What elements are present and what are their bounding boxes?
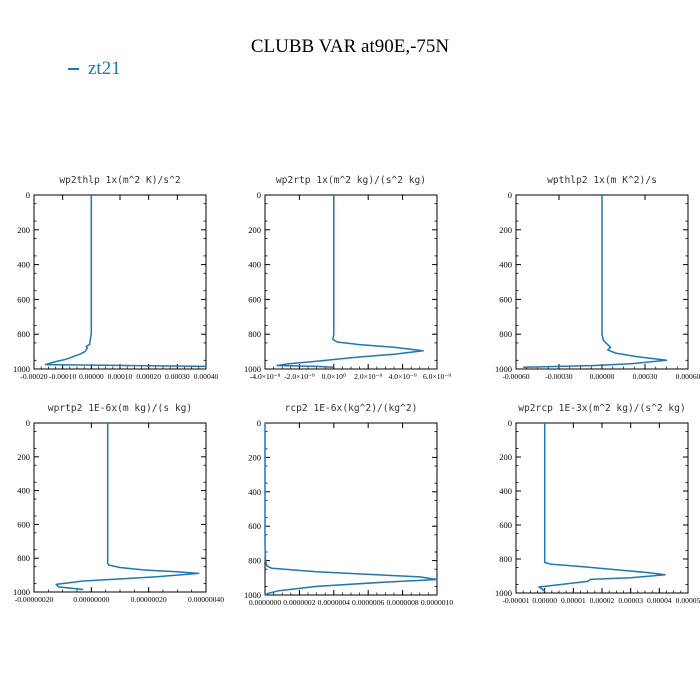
x-tick-label: 0.00000000 [73, 595, 109, 604]
x-tick-label: 0.00040 [194, 372, 219, 381]
y-tick-label: 400 [17, 260, 30, 270]
y-tick-label: 400 [17, 486, 30, 496]
x-tick-label: 0.00030 [165, 372, 190, 381]
y-tick-label: 400 [248, 260, 261, 270]
x-tick-label: -2.0×10⁻⁹ [284, 372, 315, 381]
x-tick-label: -4.0×10⁻⁹ [250, 372, 281, 381]
x-tick-label: 0.0000002 [283, 598, 315, 607]
series-line-zt21 [264, 423, 438, 596]
panel-2: wp2rtp 1x(m^2 kg)/(s^2 kg) 0 200 400 600 800 1… [244, 175, 451, 381]
y-tick-label: 600 [17, 519, 30, 529]
plot-frame [33, 194, 207, 370]
x-tick-label: 4.0×10⁻⁹ [389, 372, 417, 381]
x-tick-label: -0.00010 [49, 372, 76, 381]
x-tick-label: 0.00005 [676, 596, 700, 605]
x-tick-label: 0.00000 [532, 596, 557, 605]
y-tick-label: 200 [248, 225, 261, 235]
series-line-zt21 [538, 423, 666, 592]
y-tick-label: 0 [508, 190, 512, 200]
plot-frame [33, 422, 207, 593]
x-tick-label: -0.00020 [20, 372, 47, 381]
panel-title: wprtp2 1E-6x(m kg)/(s kg) [48, 403, 192, 414]
panel-5: rcp2 1E-6x(kg^2)/(kg^2) 0 200 400 600 800 1000… [244, 403, 453, 607]
y-tick-label: 0 [257, 190, 261, 200]
x-tick-label: 0.00030 [633, 372, 658, 381]
y-tick-label: 600 [248, 294, 261, 304]
panel-4: wprtp2 1E-6x(m kg)/(s kg) 0 200 400 600 800 10… [13, 403, 224, 604]
y-tick-label: 200 [499, 452, 512, 462]
y-tick-label: 1000 [244, 364, 261, 374]
x-tick-label: 6.0×10⁻⁹ [423, 372, 451, 381]
series-line-zt21 [523, 195, 668, 369]
x-tick-label: -0.00000020 [15, 595, 54, 604]
chart-main-title: CLUBB VAR at90E,-75N [250, 36, 450, 57]
y-tick-label: 1000 [495, 588, 512, 598]
x-tick-label: -0.00030 [545, 372, 572, 381]
y-tick-label: 600 [248, 521, 261, 531]
y-tick-label: 1000 [495, 364, 512, 374]
x-tick-label: 0.00060 [676, 372, 700, 381]
y-tick-label: 400 [499, 260, 512, 270]
series-line-zt21 [44, 195, 207, 368]
y-tick-label: 1000 [244, 590, 261, 600]
y-tick-label: 800 [17, 329, 30, 339]
panel-3: wpthlp2 1x(m K^2)/s02004006008001000-0.0… [495, 175, 700, 381]
y-tick-label: 400 [248, 487, 261, 497]
x-tick-label: 0.0000006 [352, 598, 384, 607]
x-tick-label: 0.00000 [79, 372, 104, 381]
panel-1: wp2thlp 1x(m^2 K)/s^202004006008001000-0… [13, 175, 219, 381]
y-tick-label: 0 [257, 418, 261, 428]
panel-title: rcp2 1E-6x(kg^2)/(kg^2) [285, 403, 418, 414]
panel-6: wp2rcp 1E-3x(m^2 kg)/(s^2 kg) 0 200 400 600 8… [495, 403, 700, 605]
y-tick-label: 200 [17, 225, 30, 235]
x-tick-label: 0.00020 [136, 372, 161, 381]
y-tick-label: 200 [248, 452, 261, 462]
y-tick-label: 600 [17, 294, 30, 304]
legend-label: zt21 [88, 58, 121, 79]
x-tick-label: 0.0×10⁰ [322, 372, 346, 381]
series-line-zt21 [55, 423, 200, 591]
x-tick-label: -0.00001 [502, 596, 529, 605]
y-tick-label: 200 [499, 225, 512, 235]
x-tick-label: 0.0000008 [386, 598, 418, 607]
panel-title: wpthlp2 1x(m K^2)/s [547, 175, 657, 186]
x-tick-label: 0.00000020 [131, 595, 167, 604]
x-tick-label: -0.00060 [502, 372, 529, 381]
x-tick-label: 0.00003 [618, 596, 643, 605]
y-tick-label: 800 [248, 329, 261, 339]
panel-title: wp2rtp 1x(m^2 kg)/(s^2 kg) [276, 175, 426, 186]
y-tick-label: 1000 [13, 587, 30, 597]
y-tick-label: 600 [499, 520, 512, 530]
x-tick-label: 0.00001 [561, 596, 586, 605]
x-tick-label: 0.00000 [590, 372, 615, 381]
y-tick-label: 1000 [13, 364, 30, 374]
x-tick-label: 0.0000000 [249, 598, 281, 607]
y-tick-label: 0 [26, 418, 30, 428]
legend: zt21 [68, 58, 121, 80]
x-tick-label: 2.0×10⁻⁹ [354, 372, 382, 381]
x-tick-label: 0.00010 [108, 372, 133, 381]
y-tick-label: 0 [508, 418, 512, 428]
y-tick-label: 0 [26, 190, 30, 200]
x-tick-label: 0.0000004 [318, 598, 350, 607]
y-tick-label: 800 [499, 554, 512, 564]
panel-title: wp2thlp 1x(m^2 K)/s^2 [59, 175, 180, 186]
y-tick-label: 400 [499, 486, 512, 496]
panel-title: wp2rcp 1E-3x(m^2 kg)/(s^2 kg) [518, 403, 686, 414]
plot-frame [515, 422, 689, 594]
y-tick-label: 600 [499, 294, 512, 304]
x-tick-label: 0.00002 [590, 596, 615, 605]
x-tick-label: 0.00000040 [188, 595, 224, 604]
y-tick-label: 200 [17, 452, 30, 462]
x-tick-label: 0.0000010 [421, 598, 453, 607]
y-tick-label: 800 [17, 553, 30, 563]
x-tick-label: 0.00004 [647, 596, 672, 605]
y-tick-label: 800 [248, 556, 261, 566]
series-line-zt21 [276, 195, 424, 369]
legend-swatch [68, 68, 79, 70]
y-tick-label: 800 [499, 329, 512, 339]
